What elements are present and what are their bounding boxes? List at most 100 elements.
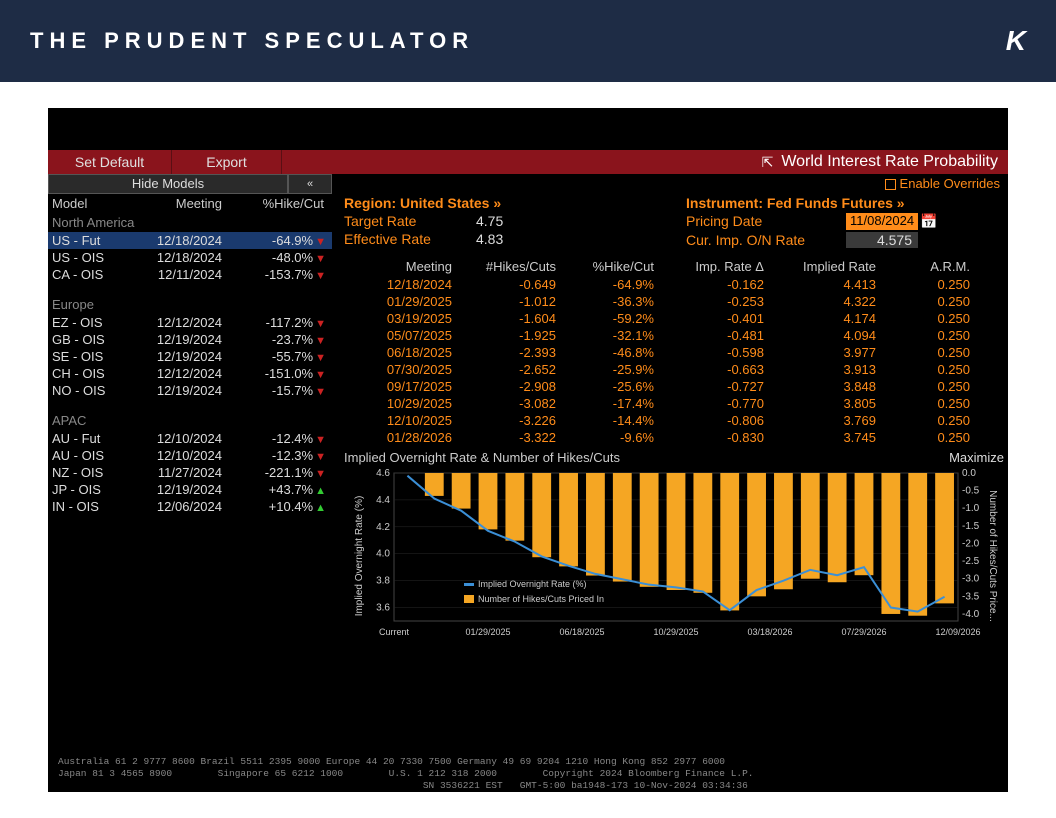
set-default-button[interactable]: Set Default (48, 150, 172, 174)
popout-icon[interactable]: ⇱ (762, 154, 774, 171)
model-meeting: 12/19/2024 (132, 383, 222, 398)
table-row[interactable]: 01/29/2025-1.012-36.3%-0.2534.3220.250 (344, 293, 1004, 310)
svg-text:3.8: 3.8 (376, 576, 390, 587)
cell-pct: -25.9% (556, 362, 654, 377)
table-row[interactable]: 12/10/2025-3.226-14.4%-0.8063.7690.250 (344, 412, 1004, 429)
model-row[interactable]: IN - OIS12/06/2024+10.4%▲ (48, 498, 332, 515)
model-pct: -15.7%▼ (222, 383, 328, 398)
cell-implied: 3.745 (764, 430, 876, 445)
model-meeting: 12/19/2024 (132, 332, 222, 347)
cell-hikes: -1.604 (452, 311, 556, 326)
page-title: THE PRUDENT SPECULATOR (30, 28, 474, 54)
svg-text:06/18/2025: 06/18/2025 (559, 627, 604, 637)
model-row[interactable]: AU - OIS12/10/2024-12.3%▼ (48, 447, 332, 464)
model-row[interactable]: CH - OIS12/12/2024-151.0%▼ (48, 365, 332, 382)
main-content: Enable Overrides Region: United States »… (332, 174, 1008, 752)
model-row[interactable]: CA - OIS12/11/2024-153.7%▼ (48, 266, 332, 283)
maximize-button[interactable]: Maximize (949, 450, 1004, 465)
target-rate-value: 4.75 (476, 213, 536, 229)
cell-delta: -0.806 (654, 413, 764, 428)
cell-implied: 4.413 (764, 277, 876, 292)
checkbox-icon[interactable] (885, 179, 896, 190)
effective-rate-value: 4.83 (476, 231, 536, 247)
table-row[interactable]: 10/29/2025-3.082-17.4%-0.7703.8050.250 (344, 395, 1004, 412)
model-meeting: 11/27/2024 (132, 465, 222, 480)
model-name: AU - Fut (52, 431, 132, 446)
arrow-down-icon: ▼ (315, 270, 326, 282)
model-row[interactable]: NO - OIS12/19/2024-15.7%▼ (48, 382, 332, 399)
svg-text:-2.0: -2.0 (962, 538, 980, 549)
arrow-down-icon: ▼ (315, 451, 326, 463)
table-row[interactable]: 03/19/2025-1.604-59.2%-0.4014.1740.250 (344, 310, 1004, 327)
hide-models-button[interactable]: Hide Models (48, 174, 288, 194)
svg-text:-4.0: -4.0 (962, 609, 980, 620)
models-sidebar: Hide Models « Model Meeting %Hike/Cut No… (48, 174, 332, 752)
terminal-top-band (48, 108, 1008, 150)
table-row[interactable]: 12/18/2024-0.649-64.9%-0.1624.4130.250 (344, 276, 1004, 293)
arrow-down-icon: ▼ (315, 335, 326, 347)
arrow-down-icon: ▼ (315, 369, 326, 381)
th-delta: Imp. Rate Δ (654, 259, 764, 274)
model-row[interactable]: US - Fut12/18/2024-64.9%▼ (48, 232, 332, 249)
model-meeting: 12/18/2024 (132, 233, 222, 248)
cell-meeting: 05/07/2025 (344, 328, 452, 343)
model-meeting: 12/10/2024 (132, 448, 222, 463)
cell-meeting: 01/28/2026 (344, 430, 452, 445)
region-label: Europe (48, 295, 332, 314)
cell-delta: -0.481 (654, 328, 764, 343)
cell-hikes: -2.393 (452, 345, 556, 360)
footer-line-2: Japan 81 3 4565 8900 Singapore 65 6212 1… (58, 768, 998, 780)
cell-meeting: 10/29/2025 (344, 396, 452, 411)
svg-text:-3.5: -3.5 (962, 591, 980, 602)
cell-pct: -59.2% (556, 311, 654, 326)
cell-hikes: -1.925 (452, 328, 556, 343)
svg-text:4.6: 4.6 (376, 468, 390, 479)
collapse-sidebar-button[interactable]: « (288, 174, 332, 194)
model-row[interactable]: AU - Fut12/10/2024-12.4%▼ (48, 430, 332, 447)
model-row[interactable]: NZ - OIS11/27/2024-221.1%▼ (48, 464, 332, 481)
svg-text:4.0: 4.0 (376, 549, 390, 560)
footer-line-1: Australia 61 2 9777 8600 Brazil 5511 239… (58, 756, 998, 768)
model-row[interactable]: SE - OIS12/19/2024-55.7%▼ (48, 348, 332, 365)
table-row[interactable]: 06/18/2025-2.393-46.8%-0.5983.9770.250 (344, 344, 1004, 361)
cell-hikes: -1.012 (452, 294, 556, 309)
svg-text:-2.5: -2.5 (962, 556, 980, 567)
arrow-down-icon: ▼ (315, 434, 326, 446)
region-label: APAC (48, 411, 332, 430)
model-row[interactable]: JP - OIS12/19/2024+43.7%▲ (48, 481, 332, 498)
model-row[interactable]: US - OIS12/18/2024-48.0%▼ (48, 249, 332, 266)
table-row[interactable]: 01/28/2026-3.322-9.6%-0.8303.7450.250 (344, 429, 1004, 446)
target-rate-label: Target Rate (344, 213, 476, 229)
toolbar-title-text: World Interest Rate Probability (781, 153, 998, 171)
table-row[interactable]: 07/30/2025-2.652-25.9%-0.6633.9130.250 (344, 361, 1004, 378)
cell-hikes: -3.322 (452, 430, 556, 445)
cell-implied: 4.094 (764, 328, 876, 343)
region-selector[interactable]: Region: United States » (344, 195, 501, 211)
cell-pct: -36.3% (556, 294, 654, 309)
cell-meeting: 03/19/2025 (344, 311, 452, 326)
sidebar-head-meeting: Meeting (132, 196, 222, 211)
cell-meeting: 12/10/2025 (344, 413, 452, 428)
instrument-selector[interactable]: Instrument: Fed Funds Futures » (686, 195, 905, 211)
cell-arm: 0.250 (876, 328, 976, 343)
cell-implied: 4.174 (764, 311, 876, 326)
cell-pct: -46.8% (556, 345, 654, 360)
cell-arm: 0.250 (876, 396, 976, 411)
cell-arm: 0.250 (876, 294, 976, 309)
export-button[interactable]: Export (172, 150, 282, 174)
model-row[interactable]: EZ - OIS12/12/2024-117.2%▼ (48, 314, 332, 331)
cell-delta: -0.830 (654, 430, 764, 445)
svg-text:12/09/2026: 12/09/2026 (935, 627, 980, 637)
pricing-date-input[interactable]: 11/08/2024 (846, 213, 918, 230)
table-row[interactable]: 09/17/2025-2.908-25.6%-0.7273.8480.250 (344, 378, 1004, 395)
cell-meeting: 06/18/2025 (344, 345, 452, 360)
model-pct: -12.3%▼ (222, 448, 328, 463)
enable-overrides-toggle[interactable]: Enable Overrides (885, 176, 1000, 191)
table-row[interactable]: 05/07/2025-1.925-32.1%-0.4814.0940.250 (344, 327, 1004, 344)
model-row[interactable]: GB - OIS12/19/2024-23.7%▼ (48, 331, 332, 348)
calendar-icon[interactable]: 📅 (920, 213, 937, 230)
model-name: CH - OIS (52, 366, 132, 381)
model-meeting: 12/19/2024 (132, 482, 222, 497)
model-meeting: 12/11/2024 (132, 267, 222, 282)
arrow-down-icon: ▼ (315, 468, 326, 480)
